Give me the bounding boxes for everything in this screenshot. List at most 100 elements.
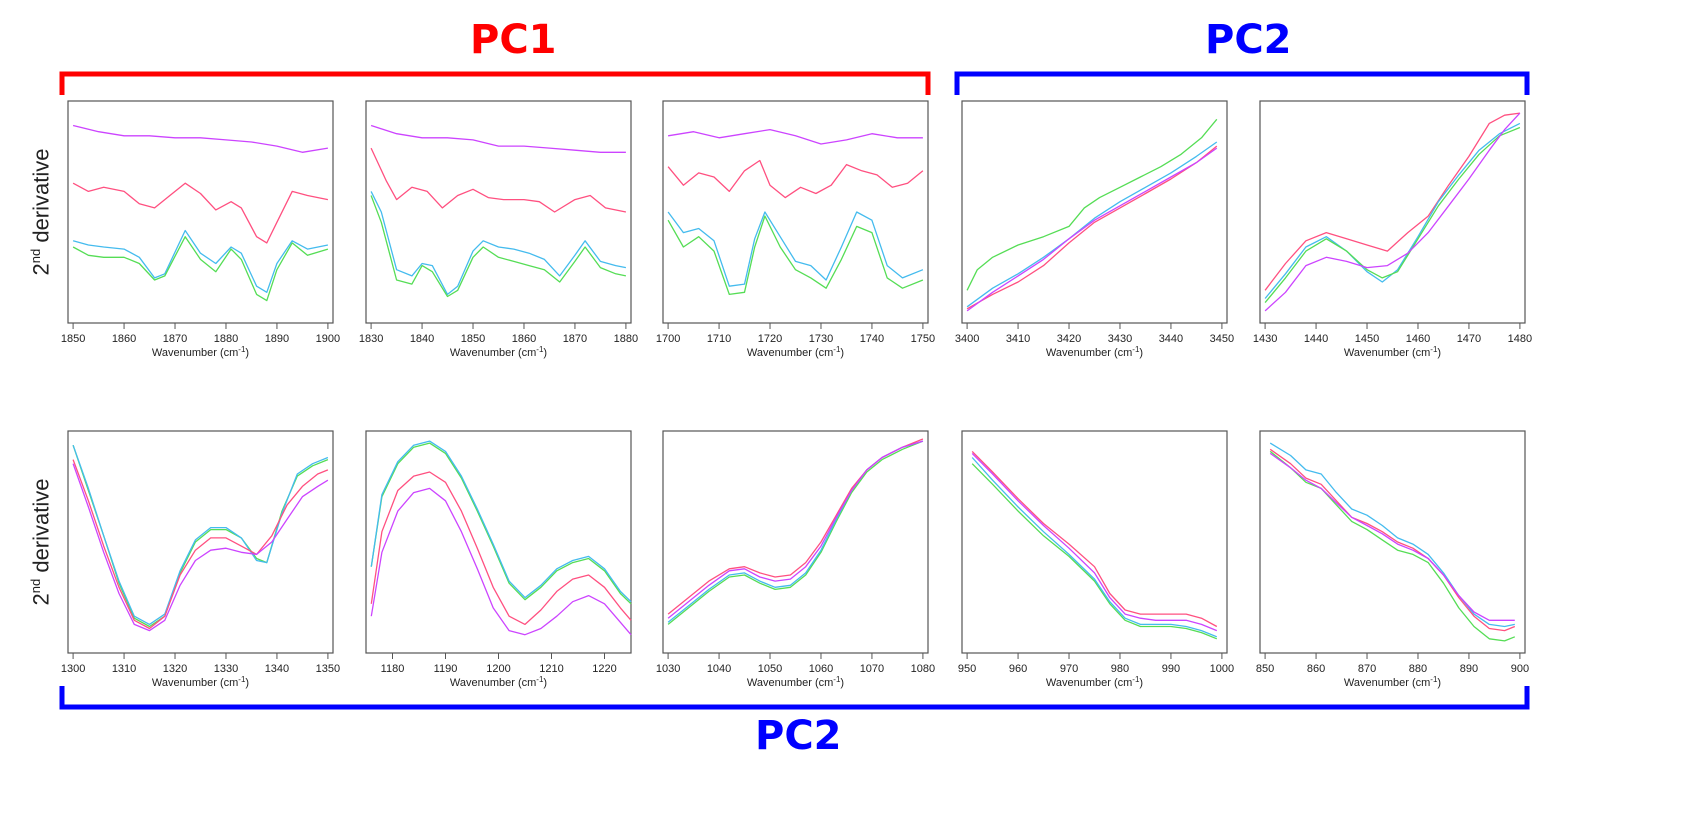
series-pink-line <box>1264 112 1520 291</box>
x-axis-label: Wavenumber (cm-1) <box>1344 675 1441 689</box>
x-tick-label: 1040 <box>707 663 731 675</box>
x-tick-label: 950 <box>958 663 976 675</box>
x-tick-label: 1880 <box>214 333 238 345</box>
plot-frame <box>67 430 334 654</box>
x-tick-label: 3410 <box>1006 333 1030 345</box>
x-tick-label: 1340 <box>265 663 289 675</box>
spectrum-panel-8: 1030 1040 1050 1060 1070 1080 Wavenumber (cm-1… <box>656 430 935 689</box>
x-tick-label: 1300 <box>61 663 85 675</box>
x-tick-label: 1750 <box>911 333 935 345</box>
x-tick-label: 1440 <box>1304 333 1328 345</box>
spectrum-panel-10: 850 860 870 880 890 900 Wavenumber (cm-1) <box>1256 430 1529 689</box>
series-purple-line <box>370 487 632 636</box>
x-tick-label: 3440 <box>1159 333 1183 345</box>
x-tick-label: 1710 <box>707 333 731 345</box>
x-tick-label: 1870 <box>163 333 187 345</box>
pc2-top-bracket <box>954 71 1530 95</box>
x-axis-label: Wavenumber (cm-1) <box>450 675 547 689</box>
x-axis-label: Wavenumber (cm-1) <box>1046 675 1143 689</box>
x-tick-label: 860 <box>1307 663 1325 675</box>
x-axis-label: Wavenumber (cm-1) <box>1344 345 1441 359</box>
series-blue-line <box>72 229 329 293</box>
x-tick-label: 1470 <box>1457 333 1481 345</box>
x-tick-label: 3400 <box>955 333 979 345</box>
series-pink-line <box>72 459 329 630</box>
spectrum-panel-3: 1700 1710 1720 1730 1740 1750 Wavenumber (cm-1… <box>656 100 935 359</box>
x-tick-label: 1030 <box>656 663 680 675</box>
x-tick-label: 1180 <box>381 663 405 675</box>
x-tick-label: 1870 <box>563 333 587 345</box>
plot-frame <box>365 430 632 654</box>
x-tick-label: 870 <box>1358 663 1376 675</box>
x-axis-label: Wavenumber (cm-1) <box>747 345 844 359</box>
series-green-line <box>370 442 632 605</box>
series-pink-line <box>667 159 924 199</box>
series-green-line <box>667 215 924 296</box>
plot-frame <box>662 100 929 324</box>
series-purple-line <box>971 452 1218 632</box>
series-purple-line <box>1264 112 1521 312</box>
series-blue-line <box>667 211 924 287</box>
spectrum-panel-5: 1430 1440 1450 1460 1470 1480 Wavenumber (cm-1… <box>1253 100 1532 359</box>
x-tick-label: 1060 <box>809 663 833 675</box>
x-tick-label: 980 <box>1111 663 1129 675</box>
series-blue-line <box>370 440 632 603</box>
x-tick-label: 1700 <box>656 333 680 345</box>
x-tick-label: 1730 <box>809 333 833 345</box>
x-tick-label: 1210 <box>539 663 563 675</box>
series-purple-line <box>1269 452 1515 621</box>
pc2-bottom-label: PC2 <box>755 713 842 759</box>
series-purple-line <box>966 147 1218 312</box>
x-tick-label: 1200 <box>486 663 510 675</box>
spectrum-panel-2: 1830 1840 1850 1860 1870 1880 Wavenumber (cm-1… <box>359 100 638 359</box>
x-tick-label: 880 <box>1409 663 1427 675</box>
series-pink-line <box>370 147 627 213</box>
series-purple-line <box>72 124 329 153</box>
x-tick-label: 3430 <box>1108 333 1132 345</box>
series-pink-line <box>971 450 1218 628</box>
pc1-top-label: PC1 <box>470 17 557 63</box>
x-tick-label: 1220 <box>592 663 616 675</box>
series-green-line <box>667 440 924 625</box>
series-blue-line <box>966 141 1218 308</box>
x-tick-label: 1480 <box>1508 333 1532 345</box>
plot-frame <box>1259 100 1526 324</box>
x-tick-label: 1320 <box>163 663 187 675</box>
spectrum-panel-6: 1300 1310 1320 1330 1340 1350 Wavenumber (cm-1… <box>61 430 340 689</box>
series-green-line <box>1264 126 1521 304</box>
x-tick-label: 1310 <box>112 663 136 675</box>
x-axis-label: Wavenumber (cm-1) <box>747 675 844 689</box>
series-green-line <box>971 463 1218 640</box>
series-purple-line <box>72 463 329 632</box>
series-pink-line <box>370 471 632 626</box>
x-tick-label: 900 <box>1511 663 1529 675</box>
x-tick-label: 1330 <box>214 663 238 675</box>
x-tick-label: 1430 <box>1253 333 1277 345</box>
x-axis-label: Wavenumber (cm-1) <box>152 345 249 359</box>
series-purple-line <box>667 440 924 619</box>
x-tick-label: 1880 <box>614 333 638 345</box>
spectrum-panel-7: 1180 1190 1200 1210 1220 Wavenumber (cm-1) <box>365 430 632 689</box>
x-tick-label: 1720 <box>758 333 782 345</box>
x-tick-label: 1900 <box>316 333 340 345</box>
x-tick-label: 3450 <box>1210 333 1234 345</box>
x-tick-label: 970 <box>1060 663 1078 675</box>
plot-frame <box>961 430 1228 654</box>
spectrum-panel-1: 1850 1860 1870 1880 1890 1900 Wavenumber (cm-1… <box>61 100 340 359</box>
series-blue-line <box>971 457 1218 638</box>
x-tick-label: 1850 <box>461 333 485 345</box>
x-tick-label: 850 <box>1256 663 1274 675</box>
plot-frame <box>662 430 929 654</box>
x-tick-label: 1190 <box>434 663 458 675</box>
x-tick-label: 1350 <box>316 663 340 675</box>
series-pink-line <box>72 182 329 244</box>
x-axis-label: Wavenumber (cm-1) <box>152 675 249 689</box>
series-green-line <box>370 195 627 298</box>
plot-frame <box>365 100 632 324</box>
series-purple-line <box>370 124 626 153</box>
spectrum-panel-4: 3400 3410 3420 3430 3440 3450 Wavenumber (cm-1… <box>955 100 1234 359</box>
pc2-top-label: PC2 <box>1205 17 1292 63</box>
x-tick-label: 1860 <box>112 333 136 345</box>
series-blue-line <box>1269 442 1515 628</box>
